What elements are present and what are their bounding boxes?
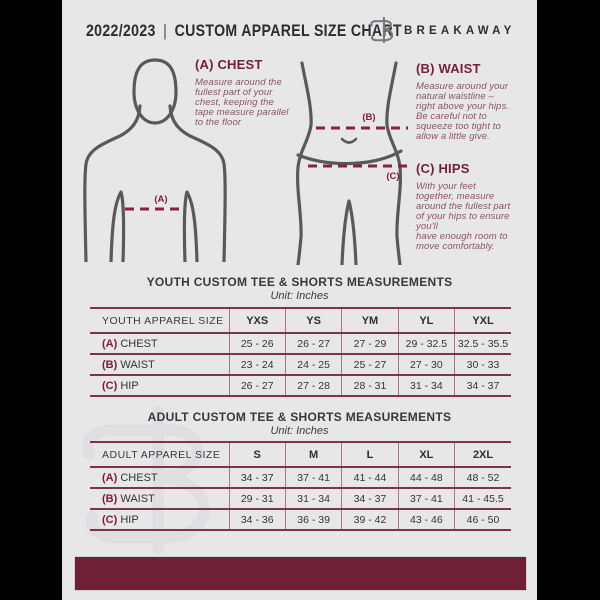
- row-label-text: CHEST: [120, 337, 158, 350]
- row-label: (C) HIP: [90, 508, 229, 531]
- cell-value: 44 - 48: [397, 466, 455, 488]
- row-label-text: CHEST: [120, 471, 158, 484]
- youth-col-ys: YS: [284, 307, 342, 333]
- cell-value: 27 - 30: [397, 353, 455, 375]
- table-row: (B) WAIST 23 - 24 24 - 25 25 - 27 27 - 3…: [90, 353, 511, 375]
- hips-line-label: (C): [386, 171, 400, 182]
- cell-value: 34 - 37: [341, 487, 399, 509]
- youth-col-yxs: YXS: [228, 307, 286, 333]
- adult-col-l: L: [341, 441, 399, 467]
- youth-col-yl: YL: [397, 307, 455, 333]
- title-divider: |: [163, 21, 168, 40]
- cell-value: 32.5 - 35.5: [454, 332, 511, 354]
- table-row: (C) HIP 26 - 27 27 - 28 28 - 31 31 - 34 …: [90, 374, 511, 397]
- section-chest-body: Measure around the fullest part of your …: [195, 77, 289, 128]
- cell-value: 43 - 46: [397, 508, 455, 531]
- youth-header-row: YOUTH APPAREL SIZE YXS YS YM YL YXL: [90, 307, 511, 333]
- cell-value: 26 - 27: [284, 332, 342, 354]
- row-label: (C) HIP: [90, 374, 229, 397]
- cell-value: 37 - 41: [397, 487, 455, 509]
- waist-line-label: (B): [362, 112, 376, 123]
- cell-value: 46 - 50: [454, 508, 511, 531]
- adult-size-table: ADULT APPAREL SIZE S M L XL 2XL (A) CHES…: [90, 441, 511, 531]
- cell-value: 28 - 31: [341, 374, 399, 397]
- cell-value: 27 - 28: [284, 374, 342, 397]
- cell-value: 48 - 52: [454, 466, 511, 488]
- cell-value: 41 - 44: [341, 466, 399, 488]
- adult-header-row: ADULT APPAREL SIZE S M L XL 2XL: [90, 441, 511, 467]
- cell-value: 31 - 34: [284, 487, 342, 509]
- row-label-text: WAIST: [120, 358, 155, 371]
- cell-value: 24 - 25: [284, 353, 342, 375]
- cell-value: 41 - 45.5: [454, 487, 511, 509]
- cell-value: 39 - 42: [341, 508, 399, 531]
- section-hips: (C) HIPS With your feet together, measur…: [416, 161, 524, 252]
- youth-col-header: YOUTH APPAREL SIZE: [90, 307, 229, 333]
- title-season: 2022/2023: [86, 21, 156, 40]
- row-label-text: HIP: [120, 379, 139, 392]
- section-chest: (A) CHEST Measure around the fullest par…: [195, 57, 303, 128]
- youth-table-unit: Unit: Inches: [270, 290, 329, 302]
- adult-table-title: ADULT CUSTOM TEE & SHORTS MEASUREMENTS: [147, 410, 452, 424]
- brand-name: BREAKAWAY: [404, 25, 516, 37]
- cell-value: 29 - 32.5: [397, 332, 455, 354]
- section-waist-heading: (B) WAIST: [416, 61, 481, 76]
- table-row: (A) CHEST 34 - 37 37 - 41 41 - 44 44 - 4…: [90, 466, 511, 488]
- cell-value: 29 - 31: [228, 487, 286, 509]
- row-label-text: WAIST: [120, 492, 155, 505]
- row-label-text: HIP: [120, 513, 139, 526]
- front-torso-diagram: [83, 58, 227, 262]
- row-label-prefix: (C): [102, 379, 118, 392]
- lower-torso-diagram: [296, 61, 413, 265]
- adult-col-s: S: [228, 441, 286, 467]
- cell-value: 30 - 33: [454, 353, 511, 375]
- title-text: CUSTOM APPAREL SIZE CHART: [174, 21, 402, 40]
- cell-value: 36 - 39: [284, 508, 342, 531]
- cell-value: 25 - 26: [228, 332, 286, 354]
- row-label-prefix: (A): [102, 471, 118, 484]
- row-label: (B) WAIST: [90, 487, 229, 509]
- chest-line-label: (A): [154, 194, 168, 205]
- adult-col-xl: XL: [397, 441, 455, 467]
- cell-value: 26 - 27: [228, 374, 286, 397]
- cell-value: 34 - 36: [228, 508, 286, 531]
- row-label: (A) CHEST: [90, 466, 229, 488]
- table-row: (C) HIP 34 - 36 36 - 39 39 - 42 43 - 46 …: [90, 508, 511, 531]
- cell-value: 25 - 27: [341, 353, 399, 375]
- cell-value: 23 - 24: [228, 353, 286, 375]
- section-waist-body: Measure around your natural waistline – …: [416, 81, 510, 142]
- section-chest-heading: (A) CHEST: [195, 57, 263, 72]
- cell-value: 34 - 37: [228, 466, 286, 488]
- row-label: (A) CHEST: [90, 332, 229, 354]
- row-label-prefix: (A): [102, 337, 118, 350]
- table-row: (B) WAIST 29 - 31 31 - 34 34 - 37 37 - 4…: [90, 487, 511, 509]
- youth-size-table: YOUTH APPAREL SIZE YXS YS YM YL YXL (A) …: [90, 307, 511, 397]
- row-label: (B) WAIST: [90, 353, 229, 375]
- size-chart-page: 2022/2023 | CUSTOM APPAREL SIZE CHART BREA…: [62, 0, 537, 600]
- section-hips-heading: (C) HIPS: [416, 161, 470, 176]
- adult-col-2xl: 2XL: [454, 441, 511, 467]
- table-row: (A) CHEST 25 - 26 26 - 27 27 - 29 29 - 3…: [90, 332, 511, 354]
- footer-accent-bar: [74, 556, 527, 591]
- adult-table-unit: Unit: Inches: [270, 425, 329, 437]
- section-waist: (B) WAIST Measure around your natural wa…: [416, 61, 524, 142]
- youth-table-title: YOUTH CUSTOM TEE & SHORTS MEASUREMENTS: [146, 275, 453, 289]
- row-label-prefix: (C): [102, 513, 118, 526]
- cell-value: 31 - 34: [397, 374, 455, 397]
- cell-value: 37 - 41: [284, 466, 342, 488]
- row-label-prefix: (B): [102, 492, 118, 505]
- youth-col-yxl: YXL: [454, 307, 511, 333]
- breakaway-logo-icon: [370, 16, 394, 44]
- adult-col-header: ADULT APPAREL SIZE: [90, 441, 229, 467]
- cell-value: 27 - 29: [341, 332, 399, 354]
- row-label-prefix: (B): [102, 358, 118, 371]
- cell-value: 34 - 37: [454, 374, 511, 397]
- page-title: 2022/2023 | CUSTOM APPAREL SIZE CHART: [86, 21, 402, 41]
- adult-col-m: M: [284, 441, 342, 467]
- section-hips-body: With your feet together, measure around …: [416, 181, 511, 252]
- youth-col-ym: YM: [341, 307, 399, 333]
